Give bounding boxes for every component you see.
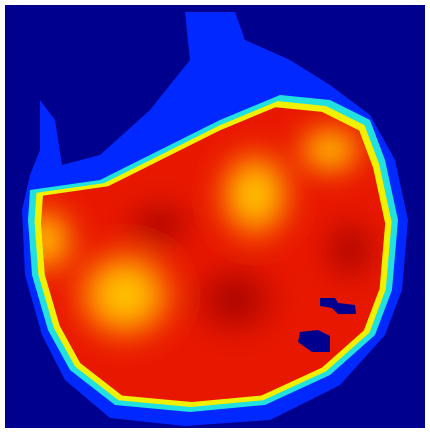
hotspot <box>41 200 80 280</box>
hotspot <box>290 120 370 180</box>
hotspot <box>210 140 300 250</box>
coldspot <box>180 255 290 345</box>
hole <box>320 298 356 314</box>
hotspot <box>65 240 185 350</box>
hole <box>298 330 330 352</box>
coldspot <box>315 210 385 290</box>
coldspot <box>115 195 205 255</box>
hot-spots <box>41 120 385 350</box>
